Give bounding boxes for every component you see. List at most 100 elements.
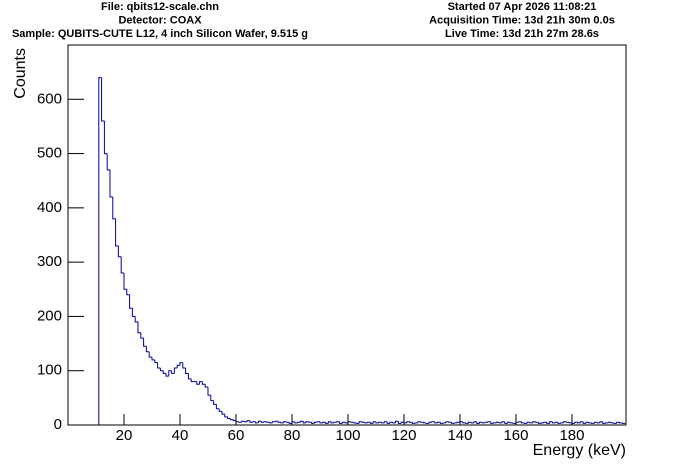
histogram-bin — [392, 422, 396, 424]
header-info: Live Time: 13d 21h 27m 28.6s — [445, 28, 599, 40]
histogram-bin — [557, 422, 561, 424]
histogram-bin — [129, 294, 133, 309]
histogram-bin — [137, 321, 141, 334]
histogram-bin — [470, 422, 474, 424]
histogram-bin — [218, 408, 222, 412]
histogram-bin — [263, 421, 267, 423]
x-tick-label: 120 — [391, 427, 416, 444]
histogram-bin — [493, 422, 497, 424]
histogram-bin — [607, 421, 612, 423]
histogram-bin — [221, 411, 225, 415]
histogram-bin — [196, 381, 200, 385]
histogram-bin — [350, 421, 354, 423]
histogram-bin — [551, 421, 556, 424]
x-tick-label: 40 — [172, 427, 189, 444]
histogram-bin — [453, 422, 458, 424]
histogram-bin — [227, 416, 231, 419]
histogram-bin — [308, 421, 312, 423]
histogram-bin — [434, 421, 438, 424]
histogram-bin — [400, 421, 404, 424]
histogram-bin — [274, 420, 278, 422]
histogram-bin — [596, 422, 600, 424]
x-tick-label: 20 — [116, 427, 133, 444]
histogram-bin — [333, 421, 337, 423]
histogram-bin — [409, 421, 413, 423]
histogram-bin — [367, 421, 371, 423]
histogram-bin — [501, 421, 505, 423]
histogram-bin — [431, 421, 435, 423]
histogram-bin — [260, 421, 264, 423]
histogram-bin — [445, 421, 449, 423]
histogram-bin — [126, 289, 130, 296]
histogram-bin — [411, 422, 416, 424]
histogram-bin — [213, 400, 217, 405]
histogram-bin — [448, 421, 452, 423]
histogram-bin — [299, 420, 304, 423]
histogram-bin — [187, 373, 192, 380]
histogram-bin — [145, 346, 150, 353]
histogram-bin — [257, 420, 262, 423]
histogram-bin — [134, 316, 138, 323]
histogram-bin — [465, 422, 469, 424]
histogram-bin — [490, 421, 494, 424]
histogram-bin — [353, 422, 357, 424]
y-tick-label: 200 — [37, 307, 62, 324]
y-tick-label: 0 — [54, 416, 62, 433]
histogram-bin — [386, 421, 390, 424]
x-tick-label: 80 — [284, 427, 301, 444]
histogram-bin — [523, 422, 528, 424]
histogram-bin — [241, 420, 245, 423]
x-tick-label: 140 — [447, 427, 472, 444]
histogram-bin — [568, 422, 572, 424]
histogram-bin — [243, 421, 248, 423]
histogram-bin — [456, 421, 460, 423]
histogram-bin — [106, 153, 110, 171]
histogram-bin — [313, 421, 318, 424]
y-tick-label: 100 — [37, 362, 62, 379]
histogram-bin — [560, 422, 564, 424]
y-tick-label: 600 — [37, 90, 62, 107]
histogram-bin — [383, 421, 388, 423]
histogram-bin — [330, 421, 334, 424]
histogram-bin — [151, 357, 155, 361]
histogram-bin — [159, 368, 164, 372]
histogram-bin — [582, 421, 586, 424]
histogram-bin — [507, 421, 511, 424]
header-info: Acquisition Time: 13d 21h 30m 0.0s — [429, 14, 615, 26]
histogram-bin — [406, 421, 410, 423]
histogram-bin — [479, 421, 483, 424]
histogram-bin — [521, 421, 525, 424]
histogram-bin — [518, 421, 522, 423]
histogram-bin — [504, 421, 508, 424]
histogram-bin — [588, 422, 592, 424]
histogram-bin — [109, 169, 113, 198]
histogram-bin — [238, 421, 242, 423]
histogram-bin — [425, 422, 430, 424]
histogram-bin — [565, 421, 570, 423]
histogram-bin — [285, 421, 290, 423]
histogram-bin — [98, 77, 102, 425]
histogram-bin — [269, 422, 273, 424]
histogram-bin — [355, 422, 360, 424]
histogram-bin — [543, 421, 547, 423]
histogram-bin — [361, 421, 365, 423]
x-tick-label: 100 — [335, 427, 360, 444]
histogram-bin — [207, 387, 211, 396]
histogram-bin — [417, 421, 421, 423]
histogram-bin — [605, 422, 609, 424]
histogram-bin — [271, 421, 276, 423]
histogram-bin — [176, 364, 180, 368]
histogram-bin — [171, 370, 175, 374]
histogram-bin — [101, 77, 105, 122]
histogram-bin — [420, 421, 424, 423]
histogram-bin — [577, 422, 581, 424]
histogram-bin — [266, 421, 270, 423]
histogram-bin — [302, 421, 306, 424]
histogram-bin — [185, 368, 189, 374]
histogram-bin — [319, 421, 323, 424]
histogram-bin — [179, 362, 183, 366]
histogram-bin — [232, 419, 236, 422]
header-info: Sample: QUBITS-CUTE L12, 4 inch Silicon … — [12, 28, 308, 40]
histogram-bin — [397, 421, 402, 424]
histogram-bin — [168, 370, 172, 377]
